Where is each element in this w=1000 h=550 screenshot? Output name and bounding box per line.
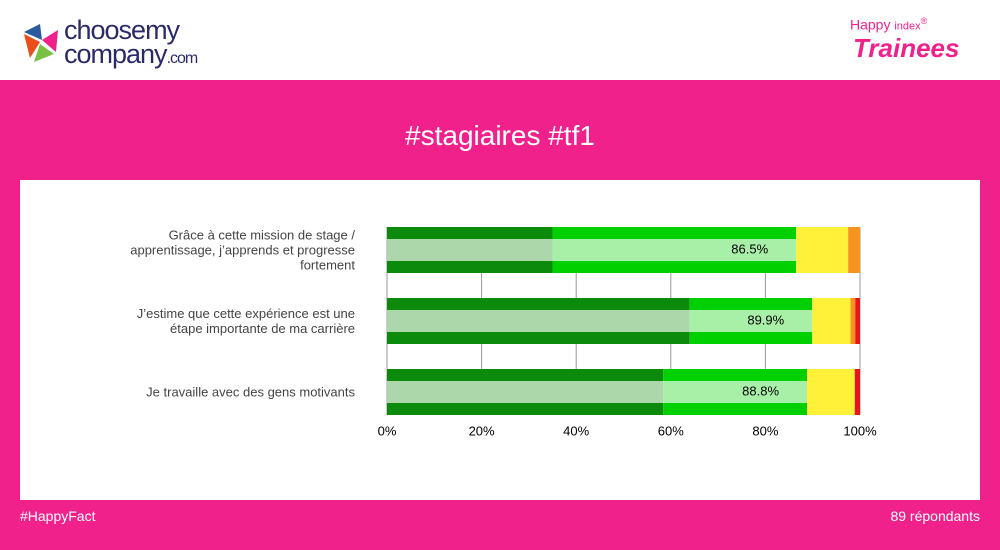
value-label: 89.9% bbox=[747, 312, 784, 327]
x-tick-label: 80% bbox=[752, 423, 778, 438]
category-label: J’estime que cette expérience est une ét… bbox=[136, 306, 355, 336]
header: choosemy company.com Happy index® Traine… bbox=[0, 0, 1000, 80]
bar-segment bbox=[854, 369, 860, 415]
category-label: Je travaille avec des gens motivants bbox=[146, 384, 355, 400]
badge-top: Happy index® bbox=[850, 16, 927, 33]
badge-title: Trainees bbox=[853, 33, 960, 63]
bar-segment bbox=[850, 298, 856, 344]
x-tick-label: 60% bbox=[658, 423, 684, 438]
logo-domain: .com bbox=[166, 50, 199, 67]
x-tick-label: 100% bbox=[843, 423, 877, 438]
badge-text: index bbox=[894, 20, 921, 33]
value-label: 86.5% bbox=[731, 241, 768, 256]
value-label: 88.8% bbox=[742, 383, 779, 398]
x-tick-label: 40% bbox=[563, 423, 589, 438]
logo-line: choosemy bbox=[64, 15, 180, 45]
chart-panel: 0% 20% 40% 60% 80% 100% 86.5% 89.9% 88.8% Grâce … bbox=[20, 180, 980, 500]
logo-line: company bbox=[64, 39, 168, 69]
total-bar bbox=[387, 381, 808, 403]
bar-segment bbox=[796, 227, 849, 273]
chart: 0% 20% 40% 60% 80% 100% 86.5% 89.9% 88.8% bbox=[378, 227, 877, 438]
badge-mark: ® bbox=[920, 16, 928, 26]
footer-left: #HappyFact bbox=[20, 508, 96, 524]
footer-right: 89 répondants bbox=[890, 508, 980, 524]
x-tick-label: 0% bbox=[378, 423, 397, 438]
category-label: Grâce à cette mission de stage / apprent… bbox=[130, 227, 355, 273]
total-bar bbox=[387, 310, 813, 332]
bar-segment bbox=[848, 227, 860, 273]
chart-title: #stagiaires #tf1 bbox=[405, 120, 595, 151]
logo-icon bbox=[24, 24, 58, 62]
bar-segment bbox=[812, 298, 851, 344]
badge-text: Happy bbox=[850, 16, 891, 33]
bar-segment bbox=[807, 369, 855, 415]
x-tick-label: 20% bbox=[469, 423, 495, 438]
bar-segment bbox=[855, 298, 860, 344]
logo-text: choosemy company.com bbox=[64, 15, 199, 71]
total-bar bbox=[387, 239, 797, 261]
